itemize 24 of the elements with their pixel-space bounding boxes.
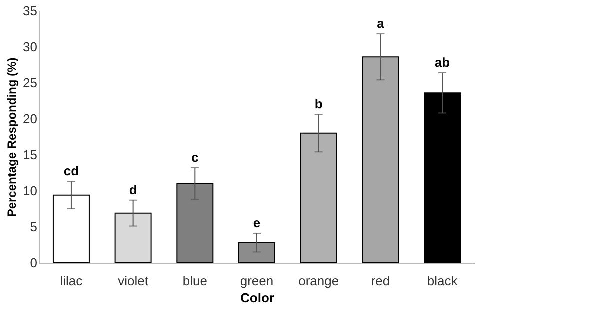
x-tick-label: orange: [298, 274, 340, 288]
y-tick-label: 0: [30, 256, 38, 270]
x-tick-label: violet: [118, 274, 149, 288]
y-tick-label: 35: [23, 4, 38, 18]
x-tick-label: red: [371, 274, 390, 288]
x-tick-label: lilac: [60, 274, 84, 288]
x-axis-title: Color: [240, 290, 274, 306]
annotation: d: [129, 182, 138, 198]
annotation: ab: [434, 54, 450, 70]
annotation: c: [192, 150, 199, 165]
y-tick-label: 10: [23, 184, 38, 198]
annotation: b: [314, 96, 323, 112]
annotation: e: [253, 215, 261, 230]
y-tick-label: 15: [23, 148, 38, 162]
x-tick-label: blue: [182, 274, 208, 288]
x-tick-label: black: [427, 274, 458, 288]
y-tick-label: 20: [23, 112, 38, 126]
y-tick-label: 5: [30, 220, 38, 234]
annotation: cd: [64, 164, 80, 179]
y-axis-title: Percentage Responding (%): [5, 58, 20, 218]
y-tick-label: 30: [23, 40, 38, 54]
annotation: a: [377, 16, 386, 32]
y-tick-label: 25: [23, 76, 38, 90]
x-tick-label: green: [240, 274, 274, 288]
